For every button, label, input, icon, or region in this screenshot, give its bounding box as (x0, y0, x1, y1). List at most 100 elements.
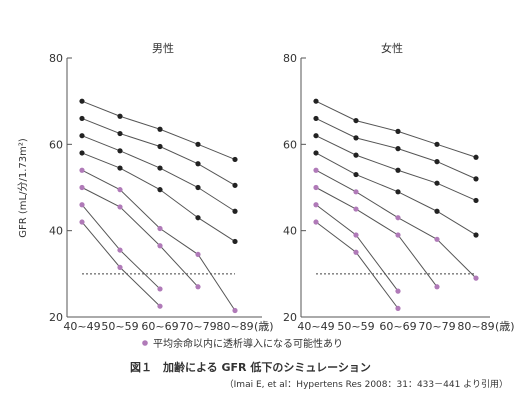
female-ticks: 20 40 60 80 40~49 50~59 60~69 70~79 80~89 (歳) (283, 52, 515, 333)
female-series-2-point-3 (434, 180, 440, 186)
female-series-7-point-0 (313, 219, 319, 225)
male-series-4-point-2 (157, 225, 163, 232)
female-series-2-point-0 (313, 133, 319, 139)
female-series-line-6 (315, 204, 399, 292)
female-series-7-point-1 (353, 249, 359, 255)
male-series-7-point-2 (157, 303, 163, 309)
female-x-tick-label-0: 40~49 (297, 320, 334, 333)
female-series-3-point-3 (434, 208, 440, 214)
male-series-6-point-0 (79, 202, 85, 208)
figure-citation: （Imai E, et al：Hypertens Res 2008：31：433… (225, 379, 508, 390)
male-series-3-point-0 (79, 150, 85, 156)
male-x-unit: (歳) (254, 320, 274, 333)
male-series-5-point-3 (195, 284, 201, 290)
male-series-1-point-0 (79, 115, 85, 122)
figure-caption-title: 図１ 加齢による GFR 低下のシミュレーション (130, 360, 371, 374)
female-series-1-point-2 (395, 146, 401, 152)
female-x-tick-label-2: 60~69 (379, 320, 416, 333)
female-series-3-point-4 (473, 232, 479, 238)
female-series-3-point-2 (395, 189, 401, 195)
male-series-3-point-1 (117, 165, 123, 171)
male-x-tick-label-4: 80~89 (216, 320, 253, 333)
female-series-1-point-3 (434, 159, 440, 165)
female-y-tick-label-60: 60 (283, 138, 297, 151)
female-x-tick-label-4: 80~89 (457, 320, 494, 333)
male-series-3-point-2 (157, 187, 163, 193)
male-series-5-point-1 (117, 204, 123, 210)
female-series-5-point-3 (434, 284, 440, 290)
female-series-0-point-2 (395, 128, 401, 134)
female-series-2-point-1 (353, 152, 359, 158)
male-series-2-point-1 (117, 148, 123, 154)
male-series-2-point-3 (195, 184, 201, 191)
male-series-4-point-3 (195, 251, 201, 258)
male-series-3-point-4 (232, 238, 238, 245)
female-series-4-point-1 (353, 189, 359, 195)
female-x-unit: (歳) (495, 320, 515, 333)
female-x-tick-label-3: 70~79 (418, 320, 455, 333)
female-series-3-point-1 (353, 171, 359, 178)
female-series-3-point-0 (313, 150, 319, 156)
male-series-5-point-0 (79, 184, 85, 191)
female-series-5-point-2 (395, 232, 401, 238)
female-series-0-point-4 (473, 154, 479, 160)
female-series-1-point-4 (473, 176, 479, 182)
female-series-6-point-2 (395, 288, 401, 294)
male-series (79, 98, 238, 314)
male-series-0-point-0 (79, 98, 85, 104)
male-series-0-point-2 (157, 126, 163, 132)
female-series-0-point-1 (353, 117, 359, 124)
male-x-tick-label-1: 50~59 (101, 320, 138, 333)
male-series-1-point-2 (157, 143, 163, 150)
female-series (313, 98, 479, 311)
male-y-tick-label-60: 60 (49, 138, 63, 151)
male-series-2-point-4 (232, 208, 238, 214)
male-series-4-point-1 (117, 187, 123, 193)
male-series-4-point-4 (232, 307, 238, 314)
male-series-5-point-2 (157, 243, 163, 249)
female-series-6-point-1 (353, 232, 359, 238)
female-panel-title: 女性 (381, 41, 403, 55)
female-series-0-point-3 (434, 141, 440, 147)
male-y-tick-label-20: 20 (49, 311, 63, 324)
female-panel: 女性 20 40 60 80 40~49 50~59 60~69 70~79 80~89 (歳) (283, 41, 515, 333)
male-x-tick-label-0: 40~49 (63, 320, 100, 333)
male-series-4-point-0 (79, 167, 85, 173)
female-series-0-point-0 (313, 98, 319, 104)
male-y-tick-label-40: 40 (49, 225, 63, 238)
female-series-5-point-0 (313, 184, 319, 191)
female-series-4-point-2 (395, 215, 401, 221)
female-x-tick-label-1: 50~59 (337, 320, 374, 333)
y-axis-label: GFR (mL/分/1.73m²) (17, 138, 29, 238)
female-series-2-point-4 (473, 197, 479, 204)
male-series-6-point-1 (117, 247, 123, 253)
male-ticks: 20 40 60 80 40~49 50~59 60~69 70~79 80~89 (歳) (49, 52, 274, 333)
male-x-tick-label-2: 60~69 (141, 320, 178, 333)
male-y-tick-label-80: 80 (49, 52, 63, 65)
male-panel: 男性 20 40 60 80 40~49 50~59 60~69 70~79 80~89 (歳) (49, 41, 274, 333)
male-series-0-point-3 (195, 141, 201, 147)
male-series-0-point-1 (117, 113, 123, 119)
female-series-line-4 (315, 169, 477, 279)
male-panel-title: 男性 (152, 41, 174, 55)
female-y-tick-label-20: 20 (283, 311, 297, 324)
legend-text: 平均余命以内に透析導入になる可能性あり (153, 337, 343, 350)
male-series-1-point-3 (195, 161, 201, 167)
female-series-6-point-0 (313, 202, 319, 208)
male-series-6-point-2 (157, 286, 163, 292)
legend: 平均余命以内に透析導入になる可能性あり (142, 337, 343, 350)
male-series-1-point-4 (232, 182, 238, 188)
male-x-tick-label-3: 70~79 (179, 320, 216, 333)
female-series-line-5 (315, 187, 438, 288)
female-series-5-point-1 (353, 206, 359, 212)
male-series-2-point-2 (157, 165, 163, 171)
male-series-2-point-0 (79, 133, 85, 139)
female-series-4-point-0 (313, 167, 319, 173)
female-series-4-point-3 (434, 236, 440, 242)
female-series-4-point-4 (473, 275, 479, 281)
male-series-7-point-1 (117, 264, 123, 270)
female-series-7-point-2 (395, 305, 401, 311)
female-series-2-point-2 (395, 167, 401, 173)
female-series-1-point-1 (353, 135, 359, 141)
